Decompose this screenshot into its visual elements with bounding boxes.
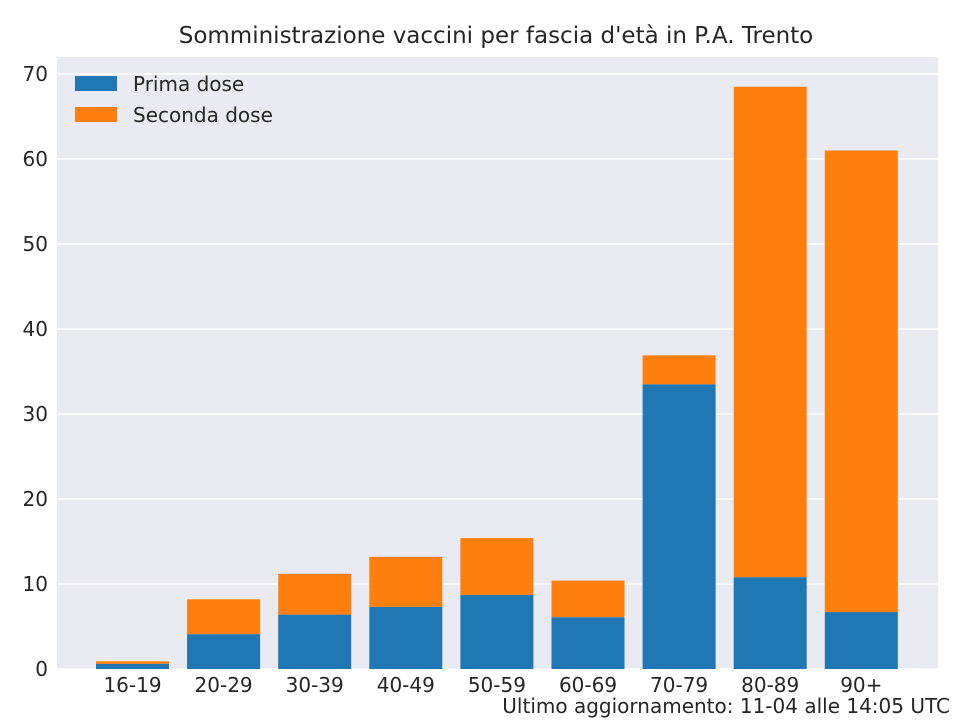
y-tick-label: 20 xyxy=(23,487,48,511)
bar-seconda-dose-60-69 xyxy=(551,580,625,618)
bar-seconda-dose-80-89 xyxy=(733,86,807,578)
y-tick-label: 50 xyxy=(23,232,48,256)
legend-swatch xyxy=(75,76,117,91)
x-tick-label: 80-89 xyxy=(741,673,799,697)
legend-swatch xyxy=(75,107,117,122)
bar-prima-dose-16-19 xyxy=(96,663,169,669)
y-tick-label: 30 xyxy=(23,402,48,426)
legend-label: Prima dose xyxy=(133,72,244,96)
x-tick-label: 50-59 xyxy=(468,673,526,697)
bar-seconda-dose-30-39 xyxy=(278,573,352,615)
y-tick-label: 40 xyxy=(23,317,48,341)
update-timestamp: Ultimo aggiornamento: 11-04 alle 14:05 U… xyxy=(502,694,950,718)
x-tick-label: 16-19 xyxy=(103,673,161,697)
bar-prima-dose-50-59 xyxy=(460,595,534,669)
y-tick-label: 10 xyxy=(23,572,48,596)
legend: Prima dose Seconda dose xyxy=(75,72,273,127)
bars xyxy=(96,86,898,669)
bar-seconda-dose-50-59 xyxy=(460,538,534,596)
legend-label: Seconda dose xyxy=(133,103,273,127)
bar-prima-dose-30-39 xyxy=(278,614,352,669)
y-axis-ticks: 0 10 20 30 40 50 60 70 xyxy=(23,62,48,681)
bar-seconda-dose-70-79 xyxy=(642,355,716,385)
x-axis-ticks: 16-19 20-29 30-39 40-49 50-59 60-69 70-79 80-89… xyxy=(103,673,882,697)
chart-title: Somministrazione vaccini per fascia d'et… xyxy=(179,23,814,49)
y-tick-label: 70 xyxy=(23,62,48,86)
bar-prima-dose-80-89 xyxy=(733,577,807,669)
y-tick-label: 60 xyxy=(23,147,48,171)
bar-prima-dose-60-69 xyxy=(551,617,625,669)
bar-prima-dose-40-49 xyxy=(369,606,443,669)
y-tick-label: 0 xyxy=(35,657,48,681)
bar-seconda-dose-20-29 xyxy=(187,599,261,635)
bar-prima-dose-90+ xyxy=(824,612,898,669)
bar-prima-dose-70-79 xyxy=(642,384,716,669)
x-tick-label: 90+ xyxy=(840,673,882,697)
x-tick-label: 30-39 xyxy=(286,673,344,697)
bar-seconda-dose-40-49 xyxy=(369,556,443,607)
x-tick-label: 60-69 xyxy=(559,673,617,697)
bar-prima-dose-20-29 xyxy=(187,634,261,669)
x-tick-label: 20-29 xyxy=(195,673,253,697)
bar-seconda-dose-16-19 xyxy=(96,661,169,664)
x-tick-label: 40-49 xyxy=(377,673,435,697)
bar-seconda-dose-90+ xyxy=(824,150,898,613)
x-tick-label: 70-79 xyxy=(650,673,708,697)
